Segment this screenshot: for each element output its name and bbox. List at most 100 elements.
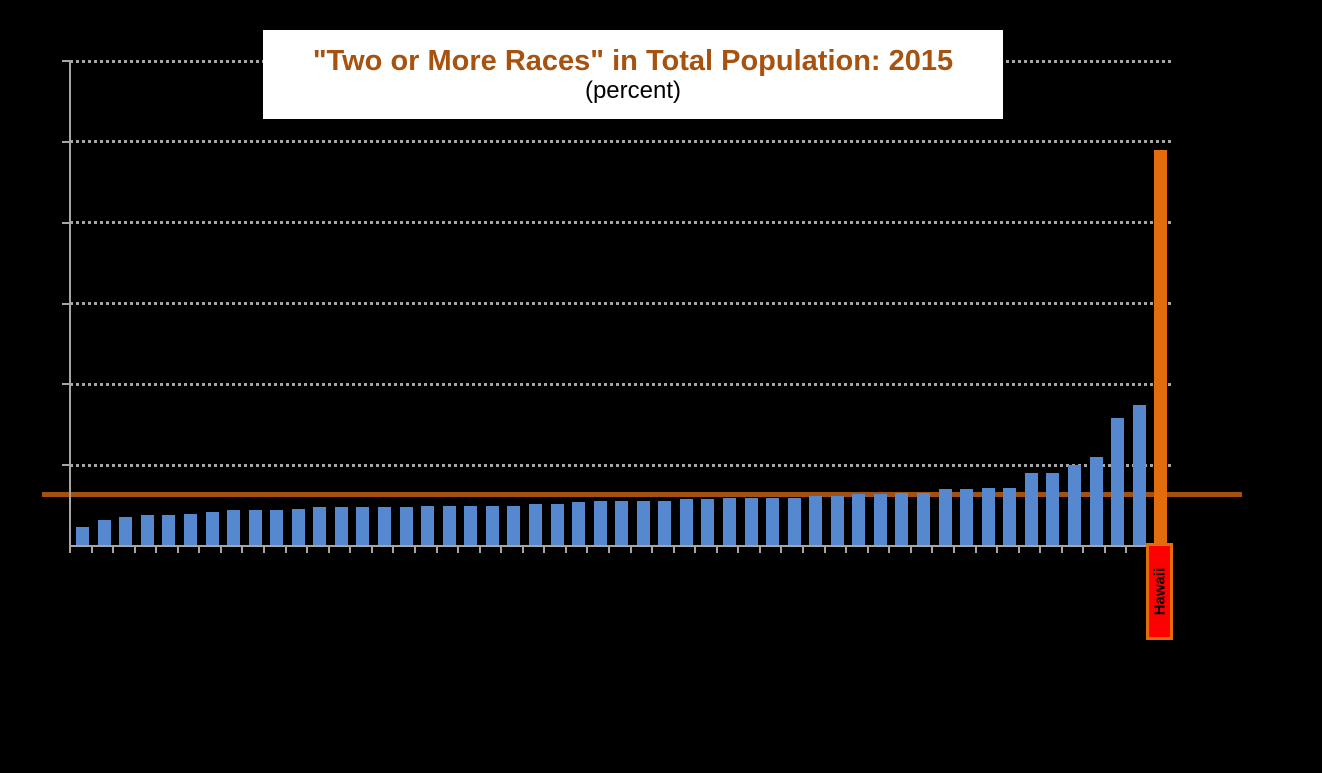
- x-axis-tick: [629, 546, 632, 553]
- x-axis-tick: [651, 546, 654, 553]
- x-axis-tick: [219, 546, 222, 553]
- bar: [184, 513, 197, 546]
- highlight-label-box: Hawaii: [1146, 543, 1173, 640]
- bar: [1003, 487, 1017, 546]
- x-axis-tick: [564, 546, 567, 553]
- x-axis-tick: [866, 546, 869, 553]
- x-axis-tick: [176, 546, 179, 553]
- x-axis-tick: [521, 546, 524, 553]
- x-axis-tick: [715, 546, 718, 553]
- bar: [76, 526, 90, 546]
- x-axis-tick: [543, 546, 546, 553]
- bar: [205, 512, 219, 546]
- y-axis-tick: [62, 383, 70, 386]
- y-axis-tick: [62, 221, 70, 224]
- bar: [1046, 473, 1060, 546]
- y-axis: [69, 61, 71, 546]
- x-axis-tick: [327, 546, 330, 553]
- bar: [787, 497, 801, 546]
- bar: [378, 507, 392, 546]
- x-axis-tick: [1017, 546, 1020, 553]
- x-axis-tick: [69, 546, 71, 553]
- bar: [1067, 465, 1081, 546]
- bar: [593, 500, 607, 546]
- chart-subtitle: (percent): [584, 76, 682, 104]
- x-axis-tick: [1060, 546, 1063, 553]
- bar: [334, 507, 348, 546]
- bar: [809, 495, 823, 546]
- x-axis-tick: [90, 546, 93, 553]
- x-axis-tick: [155, 546, 158, 553]
- chart-title: "Two or More Races" in Total Population:…: [312, 44, 954, 77]
- x-axis-tick: [974, 546, 977, 553]
- gridline: [70, 302, 1171, 305]
- bar: [464, 505, 478, 546]
- x-axis-tick: [478, 546, 481, 553]
- bar: [507, 505, 521, 546]
- bar: [119, 516, 133, 546]
- bar: [830, 495, 844, 546]
- bar: [528, 503, 542, 546]
- x-axis-tick: [1125, 546, 1128, 553]
- bar: [1132, 405, 1146, 546]
- x-axis-tick: [845, 546, 848, 553]
- gridline: [70, 382, 1171, 386]
- x-axis-tick: [608, 546, 610, 553]
- bar: [1024, 473, 1038, 546]
- bar: [744, 497, 758, 546]
- bar: [636, 500, 650, 546]
- x-axis-tick: [1039, 546, 1042, 553]
- bar: [291, 508, 305, 546]
- highlight-label-text: Hawaii: [1151, 567, 1168, 616]
- bar: [960, 489, 974, 546]
- bar: [1089, 457, 1103, 546]
- x-axis-tick: [413, 546, 416, 553]
- bar: [723, 497, 736, 546]
- bar: [701, 499, 715, 546]
- bar: [356, 507, 370, 546]
- x-axis-tick: [241, 546, 244, 553]
- y-axis-tick: [62, 302, 70, 305]
- x-axis-tick: [586, 546, 589, 553]
- bar: [442, 505, 456, 546]
- bar: [766, 497, 780, 546]
- bar: [270, 510, 284, 546]
- x-axis-tick: [500, 546, 503, 553]
- x-axis-tick: [931, 546, 934, 553]
- x-axis-tick: [284, 546, 287, 553]
- x-axis-tick: [672, 546, 675, 553]
- x-axis-tick: [349, 546, 352, 553]
- x-axis-tick: [198, 546, 201, 553]
- bar: [938, 489, 952, 546]
- bar: [572, 502, 586, 546]
- bar: [162, 515, 176, 546]
- x-axis: [70, 545, 1172, 547]
- x-axis-tick: [457, 546, 460, 553]
- bar: [140, 515, 154, 546]
- bar: [1111, 418, 1125, 546]
- x-axis-tick: [112, 546, 115, 553]
- bar: [421, 505, 435, 546]
- gridline: [70, 463, 1171, 467]
- x-axis-tick: [996, 546, 999, 553]
- x-axis-tick: [1103, 546, 1106, 553]
- x-axis-tick: [694, 546, 697, 553]
- bar: [399, 507, 413, 546]
- bar: [248, 510, 262, 546]
- bar: [679, 499, 693, 546]
- x-axis-tick: [780, 546, 783, 553]
- y-axis-tick: [62, 464, 70, 467]
- bar: [895, 492, 909, 546]
- x-axis-tick: [392, 546, 395, 553]
- x-axis-tick: [952, 546, 955, 553]
- bar: [917, 492, 931, 546]
- gridline: [70, 221, 1171, 225]
- highlight-bar: [1154, 149, 1168, 546]
- gridline: [70, 140, 1171, 144]
- bar: [550, 503, 564, 546]
- x-axis-tick: [133, 546, 136, 553]
- y-axis-tick: [62, 140, 70, 143]
- x-axis-tick: [263, 546, 266, 553]
